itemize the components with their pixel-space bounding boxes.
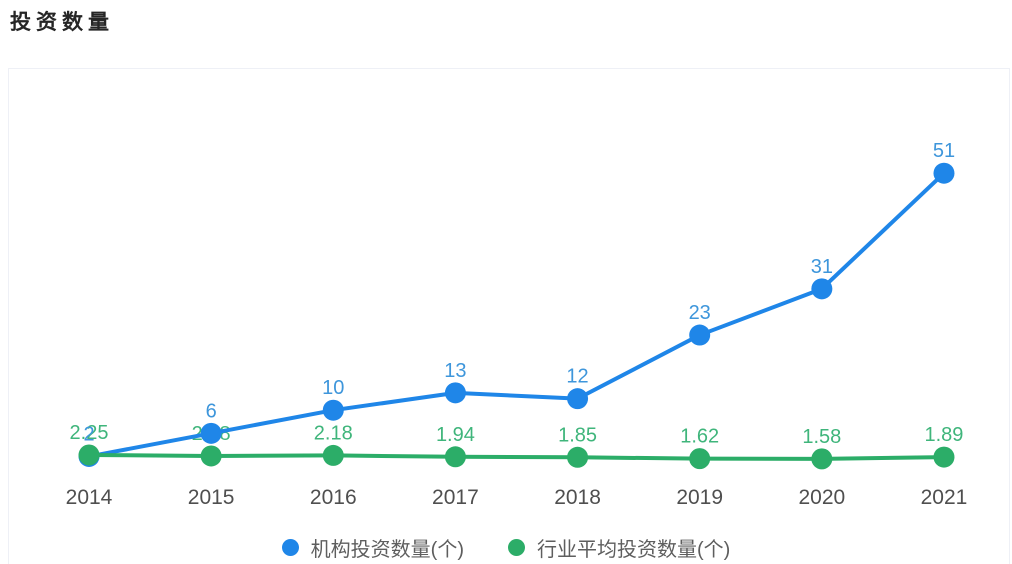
data-label-institution: 51 [933, 140, 955, 162]
data-label-institution: 13 [444, 360, 466, 382]
data-point-institution[interactable] [811, 278, 833, 300]
data-point-institution[interactable] [689, 324, 711, 346]
data-label-institution: 31 [811, 256, 833, 278]
series-line-industry-average [87, 452, 946, 461]
legend-label-institution: 机构投资数量(个) [310, 539, 464, 561]
data-label-institution: 6 [206, 400, 217, 422]
data-point-industry-average[interactable] [933, 446, 955, 468]
data-point-institution[interactable] [567, 388, 589, 410]
data-point-institution[interactable] [444, 382, 466, 404]
axis-tick-label: 2017 [432, 486, 479, 509]
axis-tick-label: 2016 [310, 486, 357, 509]
data-label-institution: 2 [83, 423, 94, 445]
data-labels-institution: 2 6 10 13 12 23 31 51 [83, 140, 955, 445]
data-label-industry-average: 1.85 [558, 424, 597, 446]
data-point-industry-average[interactable] [322, 444, 344, 466]
axis-tick-label: 2020 [798, 486, 845, 509]
data-label-industry-average: 2.25 [70, 422, 109, 444]
data-point-industry-average[interactable] [567, 446, 589, 468]
axis-tick-label: 2014 [66, 486, 113, 509]
data-label-institution: 12 [566, 366, 588, 388]
data-label-industry-average: 1.94 [436, 424, 475, 446]
axis-tick-label: 2021 [921, 486, 968, 509]
data-point-institution[interactable] [322, 399, 344, 421]
legend-label-industry-average: 行业平均投资数量(个) [537, 539, 731, 561]
data-point-institution[interactable] [200, 422, 222, 444]
series-institution [78, 162, 955, 467]
data-label-institution: 10 [322, 377, 344, 399]
data-point-industry-average[interactable] [689, 448, 711, 470]
data-point-industry-average[interactable] [78, 444, 100, 466]
data-label-industry-average: 2.18 [314, 422, 353, 444]
axis-tick-label: 2018 [554, 486, 601, 509]
chart-legend: 机构投资数量(个) 行业平均投资数量(个) [0, 533, 1012, 562]
legend-marker-green-icon [508, 539, 525, 556]
x-axis: 2014 2015 2016 2017 2018 2019 2020 2021 [66, 486, 968, 509]
series-line-institution [87, 171, 946, 459]
data-point-industry-average[interactable] [200, 445, 222, 467]
series-industry-average [78, 444, 955, 470]
legend-item-industry-average[interactable]: 行业平均投资数量(个) [508, 533, 730, 562]
data-label-industry-average: 1.58 [802, 426, 841, 448]
data-label-institution: 23 [689, 302, 711, 324]
data-label-industry-average: 1.62 [680, 426, 719, 448]
axis-tick-label: 2019 [676, 486, 723, 509]
chart-card [8, 68, 1010, 564]
axis-tick-label: 2015 [188, 486, 235, 509]
data-point-industry-average[interactable] [811, 448, 833, 470]
data-point-institution[interactable] [933, 162, 955, 184]
data-label-industry-average: 1.89 [925, 424, 964, 446]
legend-marker-blue-icon [281, 539, 299, 556]
data-labels-industry-average: 2.252.082.181.941.851.621.581.89 [70, 422, 964, 448]
legend-item-institution[interactable]: 机构投资数量(个) [281, 533, 464, 562]
chart-title: 投资数量 [10, 11, 114, 34]
data-point-industry-average[interactable] [444, 446, 466, 468]
